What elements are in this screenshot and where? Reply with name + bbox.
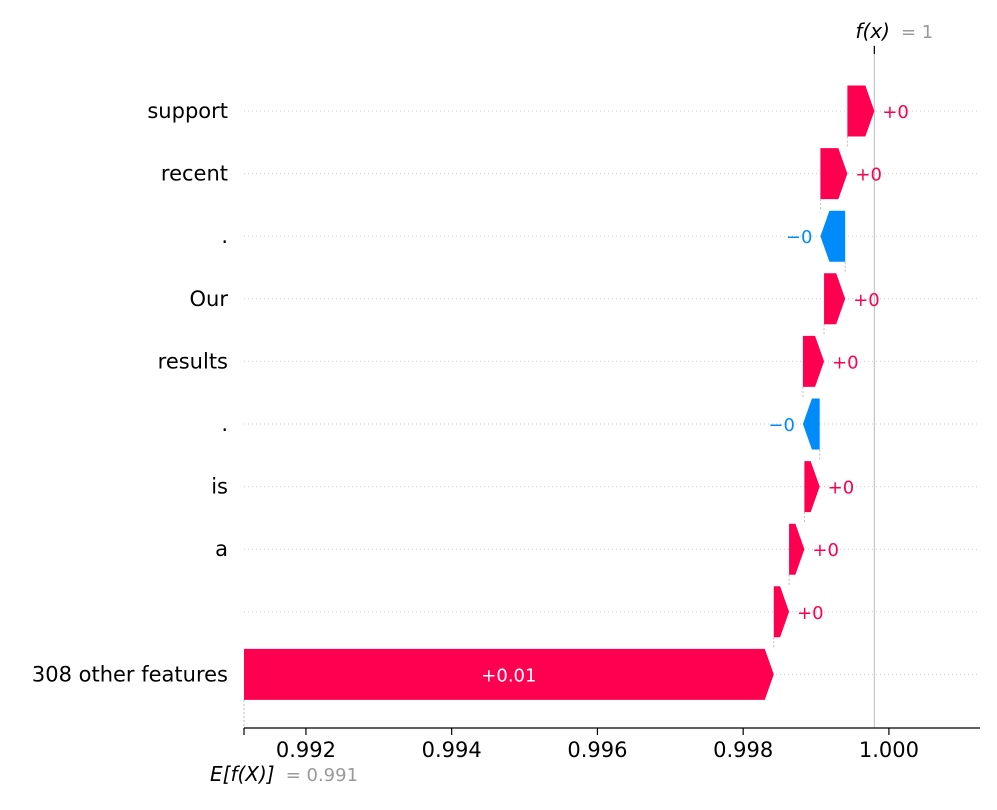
value-label: +0 bbox=[812, 540, 839, 561]
bar-a-7 bbox=[789, 523, 805, 575]
value-label: +0 bbox=[882, 102, 909, 123]
bar-recent-1 bbox=[820, 148, 848, 200]
reference-lines bbox=[243, 45, 875, 728]
value-label: +0 bbox=[828, 478, 855, 499]
bars bbox=[244, 85, 875, 700]
x-tick-label: 0.998 bbox=[713, 738, 773, 762]
bar---5 bbox=[802, 398, 820, 450]
value-label: −0 bbox=[786, 227, 813, 248]
row-gridlines bbox=[244, 110, 980, 675]
x-tick-label: 0.996 bbox=[567, 738, 627, 762]
bar-results-4 bbox=[802, 335, 825, 387]
value-label: +0 bbox=[855, 165, 882, 186]
feature-labels: support recent. Our results. is a 308 other fe… bbox=[32, 99, 228, 686]
base-value-annotation: E[f(X)] = 0.991 bbox=[210, 762, 358, 786]
fx-annotation: f(x) = 1 bbox=[855, 19, 933, 54]
value-label: +0 bbox=[832, 352, 859, 373]
bar-blank-8 bbox=[773, 586, 790, 638]
x-axis: 0.992 0.994 0.996 0.998 1.000 bbox=[243, 727, 980, 762]
value-label: +0 bbox=[797, 603, 824, 624]
base-value: = 0.991 bbox=[286, 765, 358, 786]
value-label: +0.01 bbox=[481, 665, 536, 686]
value-label: −0 bbox=[768, 415, 795, 436]
fx-label: f(x) bbox=[855, 19, 889, 43]
feature-label: support bbox=[147, 99, 228, 123]
bar-support-0 bbox=[847, 85, 875, 137]
fx-value: = 1 bbox=[901, 22, 933, 43]
base-text: E[f(X)] = 0.991 bbox=[210, 762, 358, 786]
bar-is-6 bbox=[804, 461, 820, 513]
feature-label: results bbox=[158, 349, 228, 373]
fx-text: f(x) = 1 bbox=[855, 19, 933, 43]
base-label: E[f(X)] bbox=[210, 762, 275, 786]
x-tick-label: 0.994 bbox=[422, 738, 482, 762]
bar-Our-3 bbox=[824, 273, 846, 325]
feature-label: is bbox=[211, 475, 228, 499]
bar-connectors bbox=[773, 136, 848, 649]
value-label: +0 bbox=[853, 290, 880, 311]
bar---2 bbox=[820, 210, 846, 262]
feature-label: 308 other features bbox=[32, 662, 228, 686]
feature-label: a bbox=[215, 537, 228, 561]
feature-label: . bbox=[221, 412, 228, 436]
x-tick-label: 0.992 bbox=[276, 738, 336, 762]
feature-label: . bbox=[221, 224, 228, 248]
feature-label: recent bbox=[161, 162, 228, 186]
x-tick-label: 1.000 bbox=[859, 738, 919, 762]
bar-308-other-features-9 bbox=[244, 648, 774, 700]
feature-label: Our bbox=[190, 287, 229, 311]
value-labels: +0 +0 −0 +0 +0 −0 +0 +0 +0 +0.01 bbox=[481, 102, 909, 686]
